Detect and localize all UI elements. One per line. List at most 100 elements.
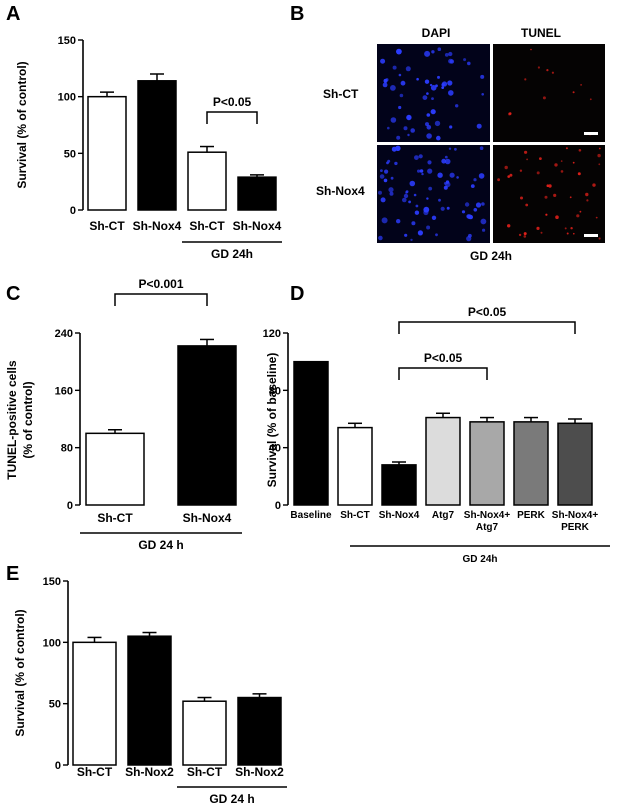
bar-d (337, 426, 373, 506)
cell-spot (381, 217, 388, 224)
y-axis-label-d: Survival (% of baseline) (265, 353, 279, 488)
cell-spot (392, 65, 397, 70)
image-dapi-sh-ct (377, 44, 490, 142)
cell-spot (467, 214, 472, 220)
cell-spot (520, 196, 523, 200)
cell-spot (480, 218, 487, 225)
cell-spot (519, 169, 523, 172)
cell-spot (405, 191, 408, 194)
bar-a (137, 80, 177, 211)
cell-spot (464, 202, 470, 207)
cell-spot (560, 170, 564, 173)
cell-spot (482, 228, 486, 232)
y-tick-label-c: 0 (67, 500, 73, 512)
cell-spot (415, 204, 419, 208)
cell-spot (435, 233, 438, 237)
bar-d (513, 421, 549, 506)
cell-spot (379, 174, 385, 179)
y-tick-label-d: 80 (269, 385, 281, 397)
cell-spot (580, 84, 582, 86)
bar-a (237, 176, 277, 211)
cell-spot (441, 86, 445, 89)
category-label-d: Atg7 (476, 522, 499, 533)
cell-spot (448, 90, 454, 96)
cell-spot (554, 163, 558, 167)
category-label-d: Sh-Nox4+ (552, 510, 599, 521)
panel-letter-b: B (290, 3, 304, 25)
category-label-a: Sh-CT (89, 219, 125, 233)
cell-spot (523, 235, 527, 238)
bar-d (557, 422, 593, 506)
cell-spot (508, 112, 512, 115)
y-tick-label-d: 0 (275, 500, 281, 512)
bar-d (469, 421, 505, 506)
cell-spot (546, 69, 549, 72)
cell-spot (410, 238, 413, 242)
significance-label-d: P<0.05 (424, 351, 463, 365)
cell-spot (572, 161, 575, 164)
cell-spot (551, 71, 555, 74)
cell-spot (595, 216, 598, 219)
cell-spot (383, 178, 388, 183)
cell-spot (414, 155, 419, 161)
cell-spot (426, 133, 432, 139)
y-axis-label-c: TUNEL-positive cells (5, 360, 19, 480)
cell-spot (539, 157, 542, 161)
y-tick-label-a: 0 (70, 205, 76, 217)
cell-spot (396, 135, 401, 140)
category-label-d: PERK (517, 510, 546, 521)
cell-spot (426, 92, 429, 95)
tunel-signal-sh-nox4 (497, 147, 601, 240)
cell-spot (455, 104, 459, 108)
cell-spot (437, 172, 443, 178)
cell-spot (544, 195, 548, 199)
bar-c (85, 432, 145, 506)
category-label-d: Baseline (290, 510, 332, 521)
cell-spot (565, 147, 568, 150)
cell-spot (570, 227, 573, 230)
cell-spot (480, 74, 485, 79)
significance-label-c: P<0.001 (138, 277, 183, 291)
cell-spot (542, 96, 546, 100)
cell-spot (448, 58, 453, 64)
row-label-sh-ct: Sh-CT (323, 87, 359, 101)
cell-spot (481, 202, 485, 206)
cell-spot (579, 210, 582, 213)
cell-spot (586, 199, 589, 202)
category-label-a: Sh-Nox4 (133, 219, 182, 233)
cell-spot (597, 153, 601, 158)
group-label-d: GD 24h (462, 554, 497, 565)
cell-spot (446, 206, 450, 210)
y-axis-label-e: Survival (% of control) (13, 609, 27, 736)
cell-spot (390, 85, 396, 91)
cell-spot (463, 58, 467, 62)
cell-spot (404, 233, 408, 237)
category-label-d: PERK (561, 522, 590, 533)
significance-label-a: P<0.05 (213, 95, 252, 109)
cell-spot (398, 105, 402, 110)
category-label-d: Atg7 (432, 510, 455, 521)
cell-spot (479, 146, 484, 150)
cell-spot (449, 172, 455, 178)
cell-spot (382, 82, 388, 88)
condition-label-b: GD 24h (470, 249, 512, 263)
cell-spot (448, 147, 452, 150)
cell-spot (475, 202, 482, 208)
cell-spot (449, 125, 453, 129)
category-label-d: Sh-Nox4 (379, 510, 420, 521)
cell-spot (553, 193, 557, 197)
cell-spot (426, 197, 429, 200)
cell-spot (468, 233, 472, 238)
bar-e (127, 635, 172, 766)
cell-spot (384, 169, 389, 174)
image-tunel-sh-ct (493, 44, 605, 142)
cell-spot (417, 169, 421, 173)
cell-spot (424, 50, 431, 57)
cell-spot (419, 169, 424, 173)
cell-spot (428, 186, 433, 191)
cell-spot (585, 192, 589, 197)
cell-spot (438, 198, 441, 202)
category-label-e: Sh-Nox2 (235, 765, 284, 779)
cell-spot (422, 95, 428, 100)
cell-spot (523, 232, 527, 236)
